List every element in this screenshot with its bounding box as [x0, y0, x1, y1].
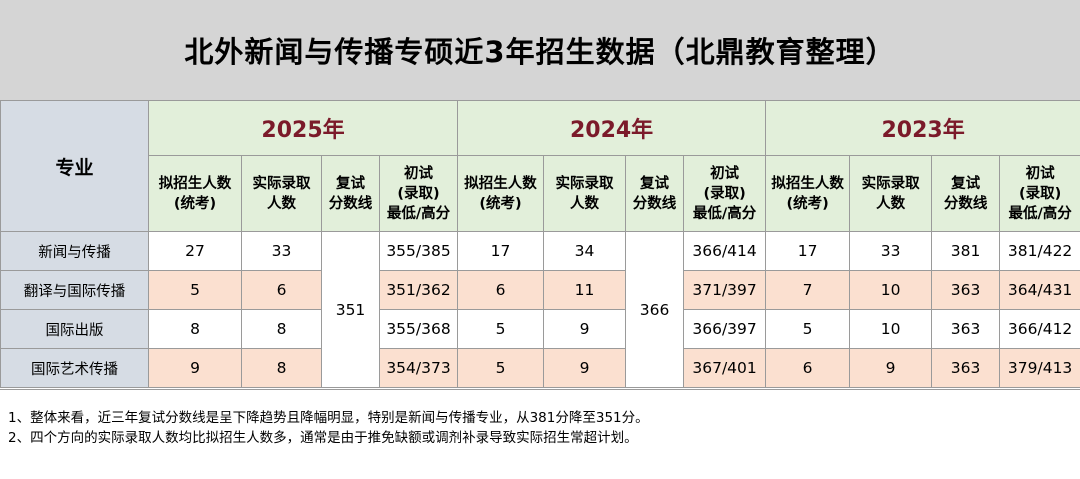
page-title: 北外新闻与传播专硕近3年招生数据（北鼎教育整理） — [184, 35, 896, 69]
sub-header-planned: 拟招生人数 (统考) — [765, 155, 851, 232]
retest-line-2023: 381 — [931, 231, 1001, 271]
planned-2024: 17 — [457, 231, 545, 271]
admitted-2025: 8 — [241, 348, 322, 388]
retest-line-2023: 363 — [931, 270, 1001, 310]
admitted-2024: 9 — [543, 348, 627, 388]
admitted-2025: 6 — [241, 270, 322, 310]
score-2025: 355/385 — [378, 231, 459, 271]
score-2025: 351/362 — [378, 270, 459, 310]
score-2025: 355/368 — [378, 309, 459, 349]
sub-header-line: 复试 分数线 — [931, 155, 1001, 232]
note-1: 1、整体来看，近三年复试分数线是呈下降趋势且降幅明显，特别是新闻与传播专业，从3… — [8, 410, 649, 426]
score-2025: 354/373 — [378, 348, 459, 388]
admitted-2024: 11 — [543, 270, 627, 310]
title-bar: 北外新闻与传播专硕近3年招生数据（北鼎教育整理） — [0, 0, 1080, 100]
sub-header-admitted: 实际录取 人数 — [849, 155, 933, 232]
admitted-2023: 10 — [849, 270, 933, 310]
retest-line-2023: 363 — [931, 348, 1001, 388]
sub-header-row: 拟招生人数 (统考) 实际录取 人数 复试 分数线 初试 (录取) 最低/高分 拟招生人数… — [1, 155, 1080, 232]
retest-line-2024: 366 — [625, 231, 685, 388]
sub-header-score: 初试 (录取) 最低/高分 — [999, 155, 1080, 232]
score-2024: 371/397 — [683, 270, 767, 310]
planned-2024: 5 — [457, 348, 545, 388]
admitted-2023: 10 — [849, 309, 933, 349]
planned-2025: 5 — [148, 270, 242, 310]
planned-2023: 5 — [765, 309, 851, 349]
planned-2025: 27 — [148, 231, 242, 271]
planned-2023: 6 — [765, 348, 851, 388]
score-2024: 366/414 — [683, 231, 767, 271]
score-2024: 367/401 — [683, 348, 767, 388]
planned-2025: 9 — [148, 348, 242, 388]
score-2023: 381/422 — [999, 231, 1080, 271]
planned-2025: 8 — [148, 309, 242, 349]
admitted-2025: 33 — [241, 231, 322, 271]
score-2023: 366/412 — [999, 309, 1080, 349]
admission-table: 专业 2025年 2024年 2023年 拟招生人数 (统考) 实际录取 人数 复试… — [0, 100, 1080, 388]
sub-header-line: 复试 分数线 — [321, 155, 380, 232]
planned-2024: 5 — [457, 309, 545, 349]
year-header-2025: 2025年 — [147, 100, 459, 156]
major-name: 翻译与国际传播 — [0, 270, 149, 310]
year-header-2024: 2024年 — [457, 100, 767, 156]
notes: 1、整体来看，近三年复试分数线是呈下降趋势且降幅明显，特别是新闻与传播专业，从3… — [0, 389, 1080, 479]
table-row: 翻译与国际传播 5 6 351/362 6 11 371/397 7 10 36… — [0, 270, 1080, 310]
score-2023: 364/431 — [999, 270, 1080, 310]
sub-header-admitted: 实际录取 人数 — [543, 155, 627, 232]
sub-header-planned: 拟招生人数 (统考) — [457, 155, 545, 232]
sub-header-score: 初试 (录取) 最低/高分 — [378, 155, 459, 232]
retest-line-2023: 363 — [931, 309, 1001, 349]
major-header: 专业 — [0, 100, 149, 232]
score-2024: 366/397 — [683, 309, 767, 349]
admitted-2025: 8 — [241, 309, 322, 349]
admitted-2023: 33 — [849, 231, 933, 271]
planned-2023: 7 — [765, 270, 851, 310]
score-2023: 379/413 — [999, 348, 1080, 388]
year-header-row: 专业 2025年 2024年 2023年 — [0, 100, 1080, 232]
planned-2024: 6 — [457, 270, 545, 310]
note-2: 2、四个方向的实际录取人数均比拟招生人数多，通常是由于推免缺额或调剂补录导致实际… — [8, 430, 638, 446]
sub-header-line: 复试 分数线 — [625, 155, 685, 232]
retest-line-2025: 351 — [321, 231, 380, 388]
sub-header-planned: 拟招生人数 (统考) — [148, 155, 242, 232]
major-name: 国际艺术传播 — [0, 348, 149, 388]
sub-header-score: 初试 (录取) 最低/高分 — [683, 155, 767, 232]
sub-header-admitted: 实际录取 人数 — [241, 155, 322, 232]
table-row: 国际艺术传播 9 8 354/373 5 9 367/401 6 9 363 3… — [0, 348, 1080, 388]
admitted-2024: 34 — [543, 231, 627, 271]
admitted-2023: 9 — [849, 348, 933, 388]
admitted-2024: 9 — [543, 309, 627, 349]
major-name: 国际出版 — [0, 309, 149, 349]
table-row: 国际出版 8 8 355/368 5 9 366/397 5 10 363 36… — [0, 309, 1080, 349]
major-name: 新闻与传播 — [0, 231, 149, 271]
year-header-2023: 2023年 — [765, 100, 1080, 156]
planned-2023: 17 — [765, 231, 851, 271]
table-row: 新闻与传播 27 33 351 355/385 17 34 366 366/41… — [0, 231, 1080, 388]
